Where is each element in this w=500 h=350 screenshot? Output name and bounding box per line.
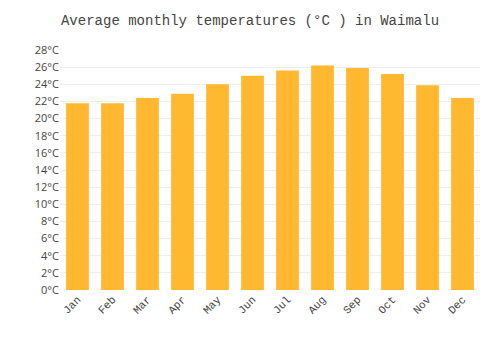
svg-text:10°C: 10°C bbox=[35, 196, 59, 211]
svg-text:Dec: Dec bbox=[446, 294, 468, 316]
svg-text:Feb: Feb bbox=[96, 294, 118, 316]
svg-text:Oct: Oct bbox=[376, 294, 398, 316]
svg-text:Aug: Aug bbox=[306, 294, 328, 316]
svg-text:Jul: Jul bbox=[271, 294, 293, 316]
svg-text:16°C: 16°C bbox=[35, 145, 59, 160]
svg-text:2°C: 2°C bbox=[41, 265, 59, 280]
svg-text:Average monthly temperatures (: Average monthly temperatures (°C ) in Wa… bbox=[61, 13, 439, 29]
svg-text:6°C: 6°C bbox=[41, 230, 59, 245]
svg-text:14°C: 14°C bbox=[35, 162, 59, 177]
svg-text:Nov: Nov bbox=[411, 294, 434, 317]
svg-text:Jan: Jan bbox=[61, 294, 83, 316]
svg-text:4°C: 4°C bbox=[41, 248, 59, 263]
svg-text:24°C: 24°C bbox=[35, 76, 59, 91]
svg-text:22°C: 22°C bbox=[35, 93, 59, 108]
svg-text:12°C: 12°C bbox=[35, 179, 59, 194]
svg-text:Apr: Apr bbox=[166, 294, 188, 316]
svg-text:Mar: Mar bbox=[131, 294, 153, 316]
svg-text:18°C: 18°C bbox=[35, 128, 59, 143]
svg-text:26°C: 26°C bbox=[35, 59, 59, 74]
svg-text:28°C: 28°C bbox=[35, 42, 59, 57]
svg-text:Jun: Jun bbox=[236, 294, 258, 316]
svg-text:0°C: 0°C bbox=[41, 282, 59, 297]
svg-text:8°C: 8°C bbox=[41, 213, 59, 228]
svg-text:May: May bbox=[201, 294, 224, 317]
svg-text:20°C: 20°C bbox=[35, 110, 59, 125]
svg-text:Sep: Sep bbox=[341, 294, 363, 316]
